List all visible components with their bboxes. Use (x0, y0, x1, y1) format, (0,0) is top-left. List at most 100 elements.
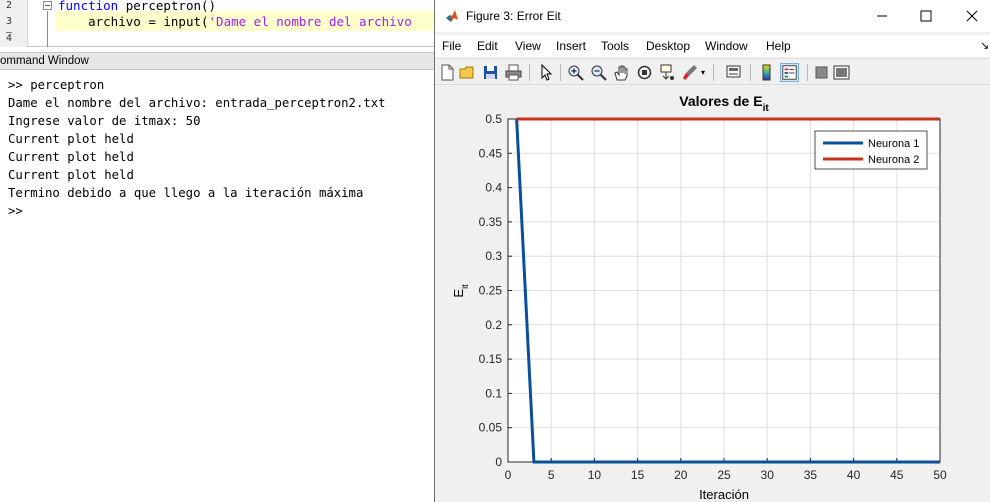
code-line-2[interactable]: function perceptron() (58, 0, 216, 13)
x-tick-label: 5 (548, 468, 555, 482)
y-tick-label: 0.45 (479, 146, 503, 160)
y-axis-label: Eit (451, 284, 470, 298)
menu-file[interactable]: File (442, 39, 462, 53)
toolbar-separator (529, 64, 530, 81)
code-line-3[interactable]: archivo = input('Dame el nombre del arch… (58, 14, 412, 29)
menu-desktop[interactable]: Desktop (646, 39, 691, 53)
menu-tools[interactable]: Tools (601, 39, 630, 53)
chart-legend[interactable]: Neurona 1 Neurona 2 (814, 130, 928, 170)
menu-view[interactable]: View (515, 39, 541, 53)
legend-icon[interactable] (780, 63, 799, 82)
minimize-icon[interactable] (871, 6, 893, 26)
y-tick-label: 0.3 (485, 249, 502, 263)
x-tick-label: 35 (804, 468, 818, 482)
matlab-logo-icon (446, 10, 458, 22)
y-tick-label: 0.25 (479, 284, 503, 298)
x-tick-label: 10 (588, 468, 602, 482)
save-icon[interactable] (481, 63, 500, 82)
rotate-3d-icon[interactable] (635, 63, 654, 82)
line-number: 4 (6, 33, 13, 44)
menu-edit[interactable]: Edit (477, 39, 498, 53)
x-tick-label: 30 (761, 468, 775, 482)
error-chart[interactable]: 0 5 10 15 20 25 30 35 40 45 50 0 0.05 0.1 0.15 0.2 0.25 0… (435, 86, 990, 502)
console-line: >> perceptron (8, 78, 105, 92)
menu-insert[interactable]: Insert (556, 39, 587, 53)
legend-label: Neurona 2 (868, 154, 919, 166)
line-number-gutter (0, 0, 28, 47)
y-tick-label: 0.5 (485, 112, 502, 126)
figure-titlebar[interactable]: Figure 3: Error Eit (435, 0, 990, 32)
y-tick-label: 0.35 (479, 215, 503, 229)
brush-dropdown-icon[interactable]: ▾ (701, 68, 706, 77)
x-tick-label: 25 (717, 468, 731, 482)
line-number: 2 (6, 0, 13, 11)
code-keyword: function (58, 0, 119, 13)
y-tick-label: 0.4 (485, 181, 502, 195)
code-fold-line (47, 11, 48, 47)
code-text: perceptron() (118, 0, 217, 13)
new-figure-icon[interactable] (438, 63, 457, 82)
code-indent (58, 14, 88, 29)
close-icon[interactable] (961, 6, 983, 26)
chart-grid (507, 118, 941, 463)
pointer-icon[interactable] (536, 63, 555, 82)
command-window-title: ommand Window (0, 55, 89, 67)
console-line: Termino debido a que llego a la iteració… (8, 186, 364, 200)
code-fold-toggle[interactable] (43, 1, 52, 10)
command-window-header[interactable]: ommand Window (0, 52, 435, 70)
console-line: Ingrese valor de itmax: 50 (8, 114, 201, 128)
menu-window[interactable]: Window (705, 39, 748, 53)
toolbar-separator (807, 64, 808, 81)
open-file-icon[interactable] (458, 63, 477, 82)
toolbar-separator (713, 64, 714, 81)
toolbar-separator (750, 64, 751, 81)
console-line: Current plot held (8, 150, 134, 164)
colorbar-icon[interactable] (757, 63, 776, 82)
chart-title: Valores de Eit (679, 93, 769, 114)
y-tick-label: 0 (495, 455, 502, 469)
x-axis-label: Iteración (699, 487, 749, 502)
y-tick-label: 0.05 (479, 421, 503, 435)
figure-title: Figure 3: Error Eit (466, 9, 561, 23)
current-line-highlight (56, 11, 456, 31)
print-icon[interactable] (504, 63, 523, 82)
hide-plot-tools-icon[interactable] (812, 63, 831, 82)
code-text: archivo = input( (88, 14, 209, 29)
console-line: Dame el nombre del archivo: entrada_perc… (8, 96, 386, 110)
figure-window[interactable]: Figure 3: Error Eit File Edit View Inser… (434, 0, 990, 502)
x-tick-label: 50 (933, 468, 947, 482)
legend-box (814, 130, 928, 170)
series-line-1[interactable] (515, 118, 940, 464)
y-tick-label: 0.1 (485, 386, 502, 400)
zoom-in-icon[interactable] (566, 63, 585, 82)
pan-hand-icon[interactable] (612, 63, 631, 82)
dock-arrow-icon[interactable]: ↘ (980, 40, 990, 52)
brush-icon[interactable] (681, 63, 700, 82)
legend-label: Neurona 1 (868, 138, 919, 150)
x-tick-label: 0 (505, 468, 512, 482)
link-plot-icon[interactable] (724, 63, 743, 82)
x-tick-label: 15 (631, 468, 645, 482)
x-tick-label: 45 (890, 468, 904, 482)
code-string: 'Dame el nombre del archivo (208, 14, 412, 29)
console-line: Current plot held (8, 132, 134, 146)
y-tick-label: 0.15 (479, 352, 503, 366)
chart-series (515, 117, 940, 464)
toolbar-separator (560, 64, 561, 81)
maximize-icon[interactable] (915, 6, 937, 26)
zoom-out-icon[interactable] (589, 63, 608, 82)
x-tick-label: 40 (847, 468, 861, 482)
data-cursor-icon[interactable] (658, 63, 677, 82)
y-tick-label: 0.2 (485, 318, 502, 332)
command-window-body[interactable]: >> perceptron Dame el nombre del archivo… (0, 70, 435, 502)
console-line: Current plot held (8, 168, 134, 182)
show-plot-tools-icon[interactable] (832, 63, 851, 82)
figure-menubar: File Edit View Insert Tools Desktop Wind… (435, 35, 990, 57)
plot-area[interactable]: 0 5 10 15 20 25 30 35 40 45 50 0 0.05 0.1 0.15 0.2 0.25 0… (435, 86, 990, 502)
console-prompt[interactable]: >> (8, 204, 23, 218)
axis-ticks: 0 5 10 15 20 25 30 35 40 45 50 0 0.05 0.1 0.15 0.2 0.25 0… (479, 112, 947, 482)
x-tick-label: 20 (674, 468, 688, 482)
menu-help[interactable]: Help (766, 39, 791, 53)
line-number: 3 – (6, 16, 13, 38)
figure-toolbar: ▾ (435, 58, 990, 85)
